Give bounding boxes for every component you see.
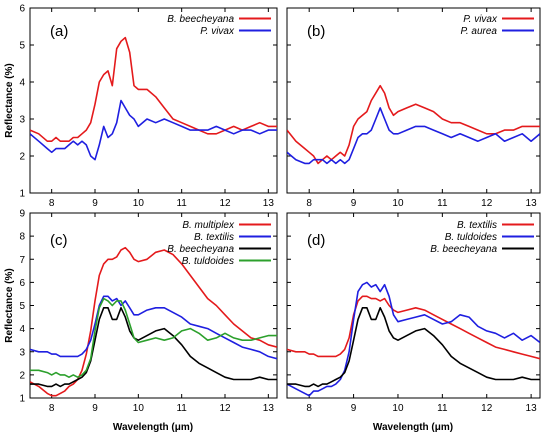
- panel-b-xtick-label: 11: [437, 198, 448, 209]
- panel-c-series-1: [30, 295, 277, 360]
- panel-d-legend-entry-2: B. beecheyana: [430, 244, 497, 255]
- panel-c-ytick-label: 2: [19, 370, 25, 381]
- panel-d-legend-entry-1: B. tuldoides: [445, 232, 497, 243]
- panel-c-xlabel: Wavelength (μm): [113, 422, 193, 433]
- panel-b-series: [287, 84, 540, 165]
- panel-c-ytick-label: 1: [19, 394, 25, 405]
- panel-c-ytick-label: 5: [19, 301, 25, 312]
- panel-a-xtick-label: 8: [49, 198, 55, 209]
- panel-a-series-0: [30, 36, 277, 142]
- panel-c-ytick-label: 3: [19, 347, 25, 358]
- panel-b-xtick-label: 13: [526, 198, 538, 209]
- panel-b-ticks: 8 9 10 11 12 13: [287, 7, 540, 209]
- panel-c-legend-entry-1: B. textilis: [194, 232, 234, 243]
- panel-a-xtick-label: 12: [219, 198, 231, 209]
- panel-d-xlabel: Wavelength (μm): [373, 422, 453, 433]
- panel-d-xtick-label: 11: [437, 403, 448, 414]
- panel-a-xtick-label: 10: [133, 198, 145, 209]
- panel-a-ytick-label: 1: [19, 189, 25, 200]
- panel-d-series-1: [287, 281, 540, 397]
- panel-c-ytick-label: 6: [19, 278, 25, 289]
- panel-b-legend-entry-1: P. aurea: [460, 26, 497, 37]
- panel-b-legend-entry-0: P. vivax: [463, 14, 498, 25]
- panel-a-xtick-label: 9: [92, 198, 98, 209]
- panel-a-ylabel: Reflectance (%): [4, 63, 15, 137]
- panel-a-label: (a): [50, 23, 68, 40]
- panel-a-ytick-label: 6: [19, 4, 25, 15]
- panel-c-ytick-label: 4: [19, 324, 25, 335]
- panel-b-frame: [286, 7, 541, 194]
- panel-a-ytick-label: 5: [19, 41, 25, 52]
- panel-c-legend-entry-2: B. beecheyana: [167, 244, 234, 255]
- panel-a-legend: B. beecheyana P. vivax: [167, 14, 271, 37]
- panel-c-series-2: [30, 306, 277, 388]
- panel-d-xtick-label: 9: [351, 403, 357, 414]
- panel-c-legend-entry-3: B. tuldoides: [182, 256, 234, 267]
- panel-c-series-0: [30, 246, 277, 397]
- panel-b-label: (b): [307, 23, 325, 40]
- panel-c-label: (c): [50, 232, 68, 249]
- panel-d-series-2: [287, 306, 540, 388]
- panel-c-ytick-label: 9: [19, 209, 25, 220]
- panel-a-xtick-label: 11: [176, 198, 187, 209]
- panel-d-xtick-label: 13: [526, 403, 538, 414]
- panel-b-series-1: [287, 107, 540, 165]
- panel-c-series: [30, 246, 277, 397]
- panel-d-xtick-label: 10: [392, 403, 404, 414]
- panel-b-xtick-label: 9: [351, 198, 357, 209]
- panel-d-xtick-label: 8: [306, 403, 312, 414]
- panel-c-xtick-label: 9: [92, 403, 98, 414]
- panel-a-legend-entry-1: P. vivax: [200, 26, 235, 37]
- panel-a-legend-entry-0: B. beecheyana: [167, 14, 234, 25]
- panel-d: 8 9 10 11 12 13 (d) Wavelength (μm) B. textil…: [286, 212, 541, 433]
- panel-a-series-1: [30, 99, 277, 161]
- panel-c-ytick-label: 7: [19, 255, 25, 266]
- panel-a-ytick-label: 2: [19, 152, 25, 163]
- panel-b-xtick-label: 8: [306, 198, 312, 209]
- panel-c-series-3: [30, 297, 277, 379]
- panel-a-ytick-label: 4: [19, 78, 25, 89]
- panel-b-xtick-label: 10: [392, 198, 404, 209]
- panel-b-legend: P. vivax P. aurea: [460, 14, 534, 37]
- panel-c-ytick-label: 8: [19, 232, 25, 243]
- panel-d-series-0: [287, 295, 540, 360]
- panel-c-ylabel: Reflectance (%): [4, 268, 15, 342]
- panel-d-label: (d): [307, 232, 325, 249]
- panel-b: 8 9 10 11 12 13 (b) P. vivax P. aurea: [286, 7, 541, 209]
- panel-d-xtick-label: 12: [481, 403, 493, 414]
- panel-c-legend: B. multiplex B. textilis B. beecheyana B…: [167, 220, 271, 267]
- panel-c-xtick-label: 11: [176, 403, 187, 414]
- panel-c-xtick-label: 10: [133, 403, 145, 414]
- panel-c-xtick-label: 13: [263, 403, 275, 414]
- panel-b-series-0: [287, 84, 540, 165]
- panel-b-xtick-label: 12: [481, 198, 493, 209]
- panel-a-frame: [29, 7, 278, 194]
- panel-c-xtick-label: 12: [219, 403, 231, 414]
- panel-c-legend-entry-0: B. multiplex: [182, 220, 235, 231]
- panel-a-ytick-label: 3: [19, 115, 25, 126]
- panel-c-xtick-label: 8: [49, 403, 55, 414]
- panel-a-series: [30, 36, 277, 161]
- panel-d-series: [287, 281, 540, 397]
- panel-a-xtick-label: 13: [263, 198, 275, 209]
- panel-d-legend: B. textilis B. tuldoides B. beecheyana: [430, 220, 534, 255]
- panel-d-legend-entry-0: B. textilis: [457, 220, 497, 231]
